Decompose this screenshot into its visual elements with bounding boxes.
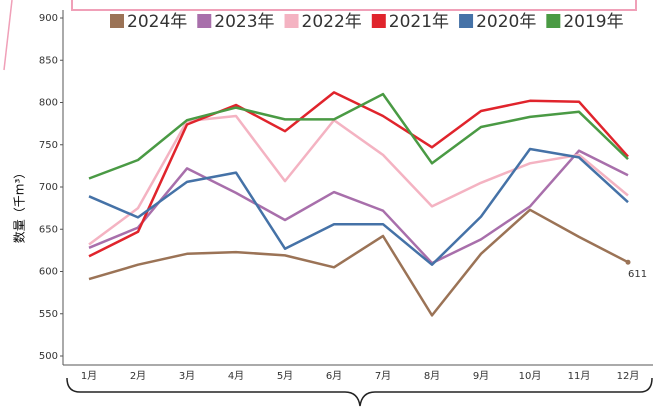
x-tick-label: 11月: [568, 370, 591, 382]
series-line: [88, 208, 629, 317]
x-tick-label: 9月: [473, 370, 489, 382]
legend-swatch: [371, 14, 386, 28]
data-label: 611: [628, 269, 647, 280]
y-tick-label: 800: [39, 98, 58, 109]
brace: [66, 377, 653, 407]
x-tick-label: 1月: [81, 370, 97, 382]
series-line: [88, 91, 629, 258]
y-tick-label: 750: [39, 140, 58, 151]
legend-label: 2023年: [214, 12, 274, 32]
legend-swatch: [546, 14, 561, 28]
y-tick-label: 650: [39, 224, 58, 235]
series-line: [88, 149, 629, 265]
legend-swatch: [197, 14, 212, 28]
x-tick-label: 3月: [179, 370, 195, 382]
x-tick-label: 6月: [326, 370, 342, 382]
x-tick-label: 12月: [617, 370, 640, 382]
series-line: [88, 92, 629, 180]
x-tick-label: 4月: [228, 370, 244, 382]
x-tick-label: 8月: [424, 370, 440, 382]
y-tick-label: 900: [39, 13, 58, 24]
legend-label: 2020年: [476, 12, 536, 32]
legend-label: 2024年: [127, 12, 187, 32]
y-tick-label: 850: [39, 55, 58, 66]
y-tick-label: 600: [39, 267, 58, 278]
y-tick-label: 500: [39, 351, 58, 362]
x-tick-label: 7月: [375, 370, 391, 382]
x-tick-label: 10月: [519, 370, 542, 382]
point: [625, 259, 631, 265]
legend-swatch: [284, 14, 299, 28]
legend-label: 2019年: [563, 12, 623, 32]
legend-label: 2022年: [302, 12, 362, 32]
x-tick-label: 2月: [130, 370, 146, 382]
y-tick-label: 550: [39, 309, 58, 320]
series-line: [88, 114, 629, 246]
x-tick-label: 5月: [277, 370, 293, 382]
legend-label: 2021年: [389, 12, 449, 32]
legend-swatch: [110, 14, 124, 28]
legend-swatch: [459, 14, 474, 28]
side-decoration: [3, 0, 13, 71]
y-axis-label: 数量（千m³）: [12, 167, 27, 244]
frame-decoration: [71, 0, 637, 11]
series-line: [88, 147, 629, 266]
y-tick-label: 700: [39, 182, 58, 193]
